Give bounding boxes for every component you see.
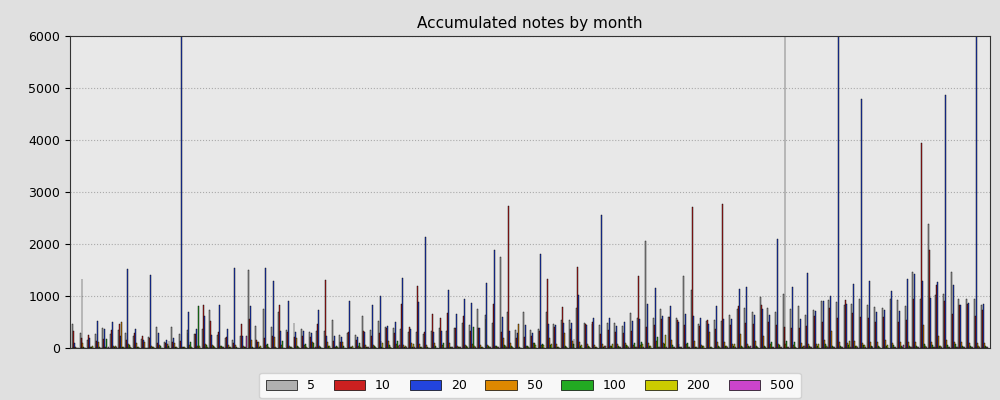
Title: Accumulated notes by month: Accumulated notes by month — [417, 16, 643, 31]
Legend: 5, 10, 20, 50, 100, 200, 500: 5, 10, 20, 50, 100, 200, 500 — [259, 373, 801, 398]
